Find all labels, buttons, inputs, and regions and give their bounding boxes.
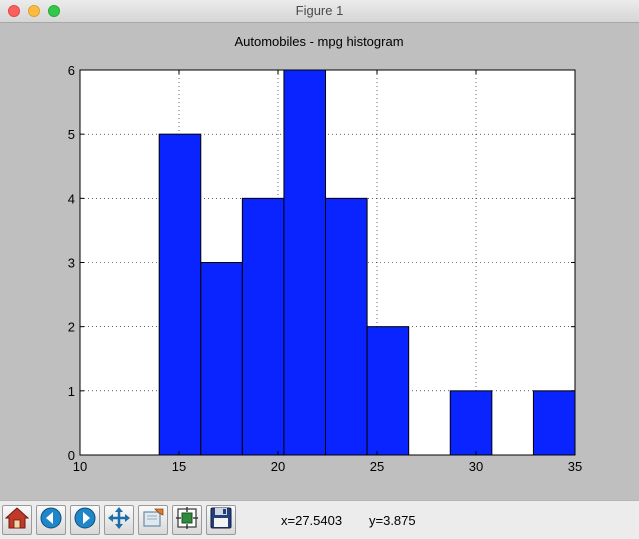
back-arrow-icon xyxy=(39,506,63,535)
forward-button[interactable] xyxy=(70,505,100,535)
histogram-bar xyxy=(325,197,368,456)
zoom-button[interactable] xyxy=(138,505,168,535)
bars xyxy=(158,69,576,456)
histogram-bar xyxy=(158,133,202,456)
window-title: Figure 1 xyxy=(295,3,344,18)
back-button[interactable] xyxy=(36,505,66,535)
cursor-y-readout: y=3.875 xyxy=(369,513,416,528)
y-tick-label: 5 xyxy=(68,127,75,142)
x-tick-label: 30 xyxy=(469,459,483,474)
histogram-bar xyxy=(283,69,327,456)
figure-canvas: Automobiles - mpg histogram 10 15 20 25 30 35… xyxy=(0,23,639,500)
histogram-chart: Automobiles - mpg histogram 10 15 20 25 30 35… xyxy=(68,34,582,474)
zoom-rect-icon xyxy=(141,506,165,535)
maximize-window-button[interactable] xyxy=(48,5,60,17)
subplots-button[interactable] xyxy=(172,505,202,535)
x-tick-label: 10 xyxy=(73,459,87,474)
close-window-button[interactable] xyxy=(8,5,20,17)
forward-arrow-icon xyxy=(73,506,97,535)
home-button[interactable] xyxy=(2,505,32,535)
home-icon xyxy=(4,506,30,535)
y-tick-label: 2 xyxy=(68,320,75,335)
histogram-bar xyxy=(241,197,285,456)
x-tick-label: 15 xyxy=(172,459,186,474)
y-tick-label: 3 xyxy=(68,256,75,271)
floppy-disk-icon xyxy=(209,506,233,535)
chart-title: Automobiles - mpg histogram xyxy=(234,34,403,49)
title-bar: Figure 1 xyxy=(0,0,639,23)
save-button[interactable] xyxy=(206,505,236,535)
y-tick-label: 4 xyxy=(68,191,75,206)
axes: 10 15 20 25 30 35 0 1 2 3 4 5 6 xyxy=(68,63,582,474)
pan-button[interactable] xyxy=(104,505,134,535)
histogram-bar xyxy=(449,390,493,456)
histogram-bar xyxy=(532,390,576,456)
y-tick-label: 0 xyxy=(68,448,75,463)
navigation-toolbar: x=27.5403 y=3.875 xyxy=(0,500,639,539)
cursor-x-readout: x=27.5403 xyxy=(281,513,343,528)
x-tick-label: 35 xyxy=(568,459,582,474)
histogram-bar xyxy=(366,326,410,456)
x-tick-label: 25 xyxy=(370,459,384,474)
move-arrows-icon xyxy=(107,506,131,535)
minimize-window-button[interactable] xyxy=(28,5,40,17)
subplots-icon xyxy=(175,506,199,535)
y-tick-label: 6 xyxy=(68,63,75,78)
histogram-bar xyxy=(200,262,243,456)
x-tick-label: 20 xyxy=(271,459,285,474)
y-tick-label: 1 xyxy=(68,384,75,399)
